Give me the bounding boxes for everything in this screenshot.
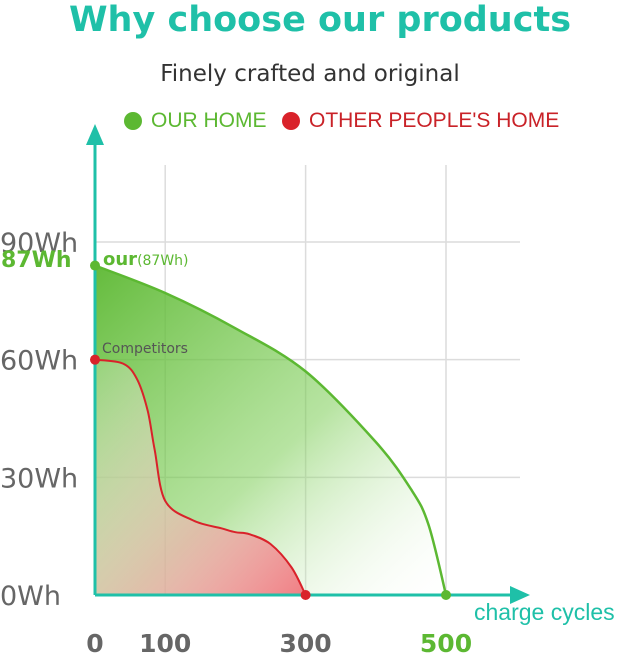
ours-end-point	[441, 590, 451, 600]
legend-item-competitors: OTHER PEOPLE'S HOME	[282, 108, 559, 134]
series-line-competitors	[94, 358, 307, 596]
legend-competitors-dot	[282, 112, 300, 130]
x-tick-label-300: 300	[280, 629, 332, 657]
area-ours	[95, 265, 446, 595]
x-tick-label-500: 500	[420, 629, 472, 657]
x-axis-arrow	[510, 586, 530, 604]
chart-subtitle: Finely crafted and original	[160, 61, 460, 87]
x-tick-label-0: 0	[86, 629, 103, 657]
y-tick-label-90: 90Wh	[0, 228, 78, 259]
data-markers	[90, 260, 451, 600]
legend-ours-label: OUR HOME	[151, 109, 267, 132]
y-tick-label-60: 60Wh	[0, 346, 78, 377]
ours-start-point	[90, 260, 100, 271]
y-tick-label-30: 30Wh	[0, 463, 78, 494]
competitors-point-label: Competitors	[102, 341, 188, 357]
x-axis-label: charge cycles	[474, 599, 615, 625]
x-tick-label-100: 100	[139, 629, 191, 657]
y-tick-label-0: 0Wh	[0, 581, 61, 612]
series-line-ours	[94, 264, 448, 596]
legend-ours-dot	[124, 112, 142, 130]
chart-title: Why choose our products	[68, 0, 572, 40]
y-axis-arrow	[86, 124, 104, 145]
y-highlight-label: 87Wh	[1, 248, 72, 273]
legend-item-ours: OUR HOME	[124, 108, 267, 134]
ours-label-main: our	[103, 249, 137, 270]
legend-competitors-label: OTHER PEOPLE'S HOME	[309, 109, 560, 132]
ours-label-sub: (87Wh)	[137, 253, 188, 269]
competitors-end-point	[300, 590, 311, 600]
competitors-start-point	[90, 354, 100, 365]
ours-point-label: our(87Wh)	[103, 249, 189, 270]
